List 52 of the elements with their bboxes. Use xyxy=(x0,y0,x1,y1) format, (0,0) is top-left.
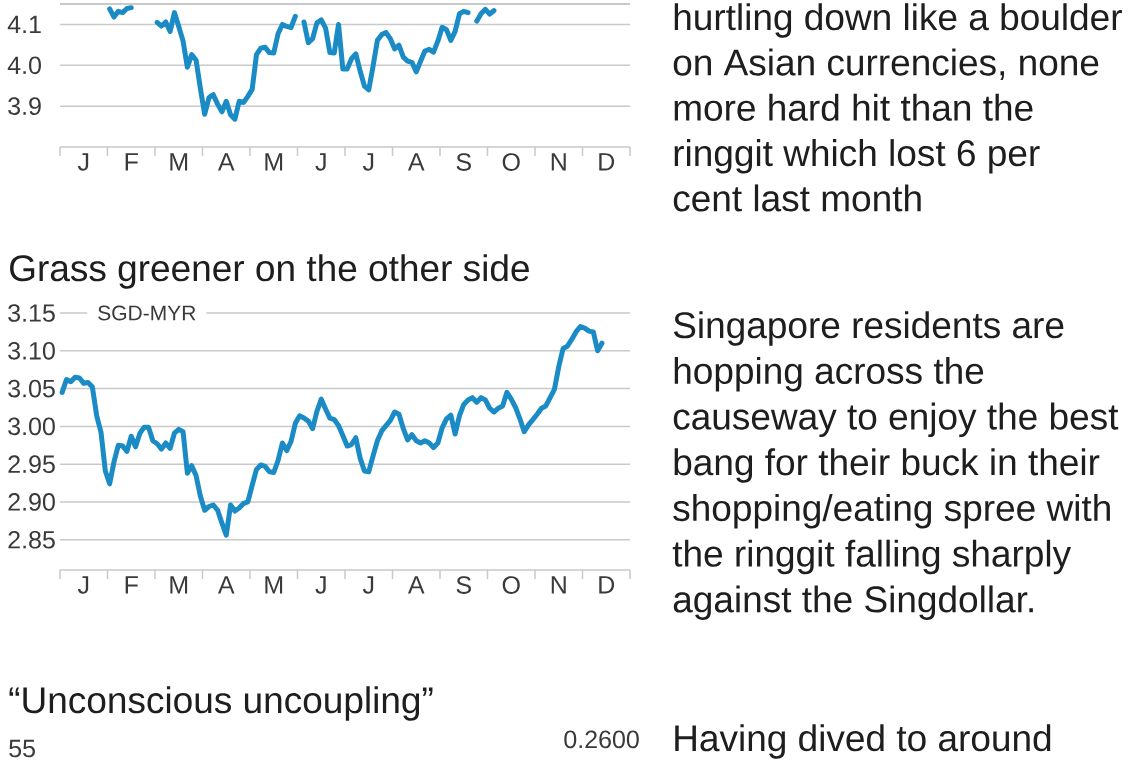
text: against the Singdollar. xyxy=(673,585,1033,620)
x-tick-label: N xyxy=(551,576,566,594)
x-tick-label: A xyxy=(217,576,235,594)
y-tick-label: 3.15 xyxy=(8,304,55,322)
text: hopping across the xyxy=(674,356,984,392)
x-tick-label: J xyxy=(362,153,374,171)
x-tick-label: M xyxy=(265,576,283,594)
y-tick-label: 4.1 xyxy=(7,15,41,34)
x-tick-label: D xyxy=(599,153,615,171)
y-tick-label: 3.10 xyxy=(8,341,55,360)
text: 55 xyxy=(9,739,35,758)
x-tick-label: F xyxy=(125,576,138,594)
text: more hard hit than the xyxy=(674,93,1033,121)
chart-title: Grass greener on the other side xyxy=(10,254,529,289)
text: causeway to enjoy the best xyxy=(673,402,1119,438)
y-tick-label: 3.05 xyxy=(8,379,55,398)
y-tick-label: 4.0 xyxy=(7,56,41,75)
text: on Asian currencies, none xyxy=(673,48,1099,81)
text: shopping/eating spree with xyxy=(673,493,1110,529)
y-axis-title: SGD-MYR xyxy=(98,305,196,321)
text: Having dived to around xyxy=(675,724,1051,759)
x-tick-label: M xyxy=(170,576,188,594)
x-tick-label: A xyxy=(217,153,235,171)
x-tick-label: M xyxy=(265,153,283,171)
y-tick-label: 2.85 xyxy=(8,530,55,549)
x-tick-label: D xyxy=(599,576,615,594)
text: Singapore residents are xyxy=(673,311,1064,346)
y-tick-label: 2.95 xyxy=(8,455,55,474)
x-tick-label: N xyxy=(551,153,566,171)
x-tick-label: S xyxy=(456,576,471,594)
text: hurtling down like a boulder xyxy=(674,3,1122,38)
x-tick-label: A xyxy=(407,576,425,594)
x-tick-label: J xyxy=(77,576,89,594)
y-tick-label: 3.00 xyxy=(8,417,55,436)
text: the ringgit falling sharply xyxy=(672,539,1072,575)
x-tick-label: S xyxy=(456,153,471,171)
text: 0.2600 xyxy=(564,730,639,749)
y-tick-label: 3.9 xyxy=(8,97,41,115)
x-tick-label: J xyxy=(315,576,326,594)
text: cent last month xyxy=(673,184,921,212)
x-tick-label: J xyxy=(315,153,326,171)
y-tick-label: 2.90 xyxy=(8,493,55,511)
x-tick-label: A xyxy=(407,153,425,171)
x-tick-label: J xyxy=(77,153,89,171)
x-tick-label: F xyxy=(125,153,138,171)
x-tick-label: O xyxy=(502,576,520,594)
x-tick-label: J xyxy=(362,576,374,594)
text: “Unconscious uncoupling” xyxy=(9,686,433,721)
text: ringgit which lost 6 per xyxy=(674,139,1040,174)
x-tick-label: M xyxy=(170,153,188,171)
text: bang for their buck in their xyxy=(674,448,1100,483)
x-tick-label: O xyxy=(502,153,520,171)
